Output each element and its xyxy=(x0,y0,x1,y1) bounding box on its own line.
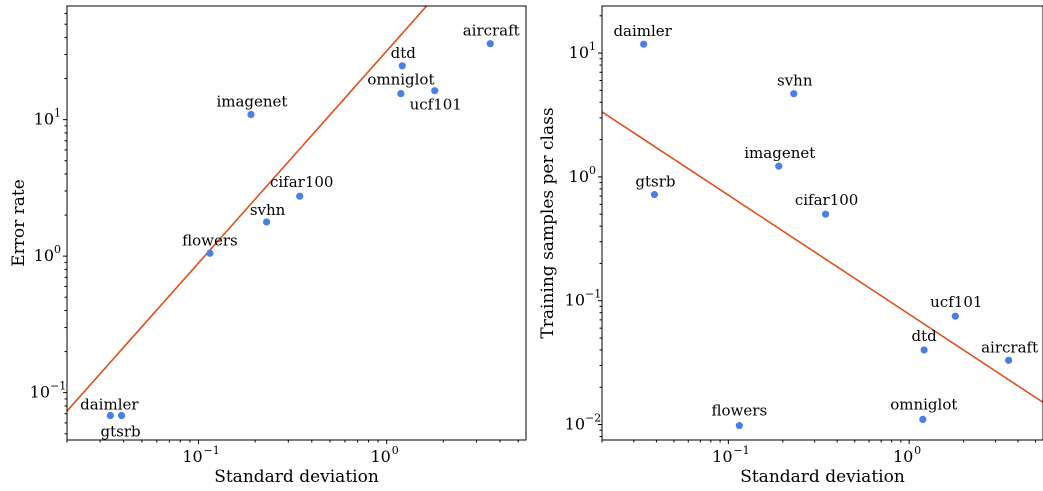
point-label-svhn: svhn xyxy=(250,201,286,219)
y-tick-label-exponent: 0 xyxy=(589,164,596,177)
y-tick-label-exponent: 0 xyxy=(54,243,61,256)
trend-line xyxy=(67,6,428,412)
trend-line xyxy=(602,111,1043,404)
x-axis-label: Standard deviation xyxy=(740,467,905,487)
point-label-gtsrb: gtsrb xyxy=(635,173,675,191)
y-tick-label-exponent: −1 xyxy=(50,380,66,393)
data-point-dtd xyxy=(398,62,406,70)
point-label-imagenet: imagenet xyxy=(744,144,815,162)
data-point-imagenet xyxy=(775,162,783,170)
point-label-ucf101: ucf101 xyxy=(930,293,982,311)
point-label-svhn: svhn xyxy=(777,72,813,90)
data-point-omniglot xyxy=(397,90,405,98)
plot-elements xyxy=(67,6,428,412)
ticks: 10 −1 10 010 −110 010 1 xyxy=(30,12,519,466)
x-tick-label: 10 xyxy=(712,447,732,466)
x-axis-label: Standard deviation xyxy=(214,467,379,487)
point-label-dtd: dtd xyxy=(391,44,417,62)
point-label-daimler: daimler xyxy=(613,22,672,40)
point-label-omniglot: omniglot xyxy=(367,71,434,89)
y-axis-label: Error rate xyxy=(9,179,29,267)
y-tick-label: 10 xyxy=(565,415,585,434)
point-label-cifar100: cifar100 xyxy=(270,173,334,191)
point-label-daimler: daimler xyxy=(80,396,139,414)
data-point-cifar100 xyxy=(821,210,830,218)
x-tick-label-exponent: 0 xyxy=(914,444,921,457)
point-label-aircraft: aircraft xyxy=(981,338,1038,356)
y-axis-label: Training samples per class xyxy=(538,107,558,338)
point-label-flowers: flowers xyxy=(182,231,238,249)
points: daimler svhn imagenet gtsrb cifar100 ucf101 dt… xyxy=(613,22,1038,430)
data-point-ucf101 xyxy=(951,312,959,320)
y-tick-label: 10 xyxy=(569,43,589,62)
point-label-cifar100: cifar100 xyxy=(795,191,859,209)
points: daimler gtsrb flowers svhn cifar100 imagenet o… xyxy=(80,22,520,441)
point-label-flowers: flowers xyxy=(712,402,768,420)
ticks: 10 −1 10 010 −210 −110 010 1 xyxy=(565,15,1037,466)
point-label-aircraft: aircraft xyxy=(463,22,520,40)
data-point-ucf101 xyxy=(431,87,439,95)
plot-frame xyxy=(66,5,527,441)
data-point-flowers xyxy=(206,249,214,257)
y-tick-label-exponent: 1 xyxy=(589,40,596,53)
chart-error-rate: 10 −1 10 010 −110 010 1 daimlergtsrbflowerssvh… xyxy=(9,5,527,487)
data-point-dtd xyxy=(920,346,928,354)
y-tick-label-exponent: −2 xyxy=(585,412,601,425)
point-label-ucf101: ucf101 xyxy=(410,96,462,114)
data-point-gtsrb xyxy=(117,411,126,420)
point-label-gtsrb: gtsrb xyxy=(101,423,141,441)
y-tick-label: 10 xyxy=(34,246,54,265)
y-tick-label: 10 xyxy=(30,383,50,402)
y-tick-label: 10 xyxy=(565,291,585,310)
data-point-svhn xyxy=(790,90,798,98)
plot-elements xyxy=(602,111,1043,404)
x-tick-label-exponent: −1 xyxy=(733,444,749,457)
x-tick-label-exponent: 0 xyxy=(392,444,399,457)
x-tick-label: 10 xyxy=(371,447,391,466)
point-label-imagenet: imagenet xyxy=(216,93,287,111)
data-point-daimler xyxy=(106,411,114,420)
data-point-cifar100 xyxy=(296,192,304,200)
y-tick-label-exponent: −1 xyxy=(585,288,601,301)
point-label-dtd: dtd xyxy=(912,327,938,345)
chart-training-samples: 10 −1 10 010 −210 −110 010 1 daimlersvhnimagene… xyxy=(538,5,1043,487)
data-point-flowers xyxy=(735,422,743,430)
y-tick-label: 10 xyxy=(569,167,589,186)
x-tick-label: 10 xyxy=(182,447,202,466)
data-point-daimler xyxy=(640,40,648,48)
point-label-omniglot: omniglot xyxy=(890,395,957,413)
x-tick-label: 10 xyxy=(893,447,913,466)
data-point-aircraft xyxy=(1005,356,1013,364)
data-point-imagenet xyxy=(247,110,255,119)
data-point-gtsrb xyxy=(650,190,659,199)
data-point-svhn xyxy=(262,218,271,226)
data-point-aircraft xyxy=(486,40,494,48)
data-point-omniglot xyxy=(919,415,927,424)
y-tick-label: 10 xyxy=(34,110,54,129)
y-tick-label-exponent: 1 xyxy=(54,107,61,120)
plot-frame xyxy=(601,5,1043,441)
x-tick-label-exponent: −1 xyxy=(204,444,220,457)
